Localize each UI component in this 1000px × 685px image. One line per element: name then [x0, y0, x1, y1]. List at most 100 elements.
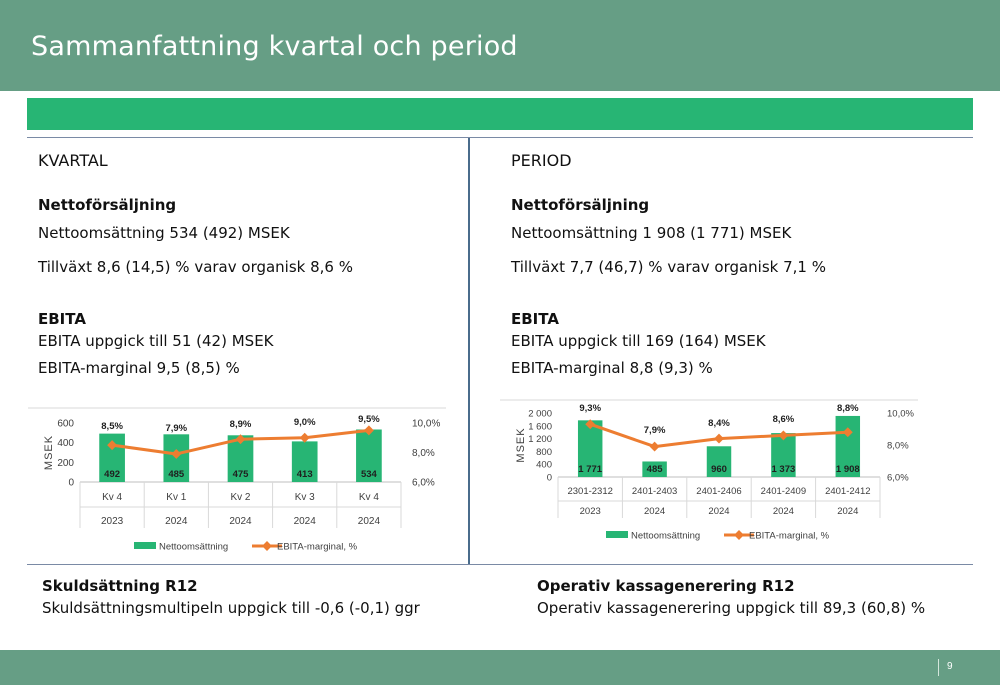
- margin-point: [842, 427, 853, 438]
- margin-value-label: 9,3%: [579, 403, 601, 414]
- margin-value-label: 8,5%: [101, 421, 123, 432]
- margin-value-label: 7,9%: [165, 423, 187, 434]
- period-sales-heading: Nettoförsäljning: [511, 196, 650, 214]
- period-sales-line-1: Nettoomsättning 1 908 (1 771) MSEK: [511, 224, 792, 242]
- bar-value-label: 1 771: [578, 464, 602, 475]
- margin-value-label: 8,9%: [230, 419, 252, 430]
- y-tick-label: 400: [57, 438, 74, 449]
- y2-tick-label: 10,0%: [887, 409, 914, 420]
- quarter-sales-line-2: Tillväxt 8,6 (14,5) % varav organisk 8,6…: [38, 258, 353, 276]
- accent-band: [27, 98, 973, 130]
- margin-value-label: 8,6%: [773, 414, 795, 425]
- y2-tick-label: 8,0%: [412, 448, 435, 459]
- quarter-chart: MSEK 0 200 400 600 6,0% 8,0% 10,0% 492 Kv 4 2023 48…: [28, 407, 446, 553]
- margin-value-label: 7,9%: [644, 425, 666, 436]
- y-tick-label: 400: [536, 460, 552, 471]
- margin-value-label: 9,0%: [294, 417, 316, 428]
- x-year-label: 2023: [580, 506, 601, 517]
- header-bar: Sammanfattning kvartal och period: [0, 0, 1000, 91]
- period-ebita-heading: EBITA: [511, 310, 559, 328]
- margin-value-label: 8,8%: [837, 403, 859, 414]
- y2-tick-label: 6,0%: [412, 478, 435, 489]
- footer-bar: 9: [0, 650, 1000, 685]
- margin-value-label: 8,4%: [708, 418, 730, 429]
- y-tick-label: 800: [536, 447, 552, 458]
- cash-heading: Operativ kassagenerering R12: [537, 577, 795, 595]
- y-tick-label: 600: [57, 419, 74, 430]
- y2-tick-label: 8,0%: [887, 441, 909, 452]
- divider-top: [27, 137, 973, 138]
- bar: [835, 415, 861, 477]
- margin-point: [171, 449, 182, 459]
- x-tick-label: 2301-2312: [567, 486, 612, 497]
- bar-value-label: 475: [233, 469, 250, 480]
- y-tick-label: 1 200: [528, 434, 552, 445]
- bar-value-label: 1 373: [772, 464, 796, 475]
- x-year-label: 2024: [837, 506, 858, 517]
- x-year-label: 2024: [773, 506, 794, 517]
- margin-point: [235, 434, 246, 445]
- bar-value-label: 413: [297, 469, 313, 480]
- debt-text: Skuldsättningsmultipeln uppgick till -0,…: [42, 599, 420, 617]
- x-tick-label: 2401-2403: [632, 486, 677, 497]
- y-axis-title: MSEK: [43, 435, 55, 470]
- bar: [356, 429, 382, 482]
- bar-value-label: 1 908: [836, 464, 860, 475]
- debt-heading: Skuldsättning R12: [42, 577, 198, 595]
- y-tick-label: 1 600: [528, 421, 552, 432]
- x-tick-label: 2401-2406: [696, 486, 741, 497]
- divider-vertical: [468, 138, 470, 564]
- legend-bar-swatch: [134, 542, 156, 549]
- quarter-ebita-heading: EBITA: [38, 310, 86, 328]
- y-tick-label: 0: [68, 478, 74, 489]
- period-ebita-line-2: EBITA-marginal 8,8 (9,3) %: [511, 359, 713, 377]
- bar: [577, 420, 603, 477]
- legend-line-label: EBITA-marginal, %: [749, 531, 830, 542]
- x-tick-label: 2401-2409: [761, 486, 806, 497]
- x-year-label: 2024: [229, 516, 252, 527]
- bar-value-label: 485: [168, 469, 185, 480]
- legend-line-marker: [734, 530, 744, 540]
- x-tick-label: 2401-2412: [825, 486, 870, 497]
- bar-value-label: 492: [104, 469, 120, 480]
- legend-bar-label: Nettoomsättning: [631, 531, 700, 542]
- margin-value-label: 9,5%: [358, 414, 380, 425]
- quarter-ebita-line-1: EBITA uppgick till 51 (42) MSEK: [38, 332, 274, 350]
- y-tick-label: 0: [547, 473, 552, 484]
- x-year-label: 2024: [294, 516, 317, 527]
- margin-point: [714, 433, 724, 444]
- divider-bottom: [27, 564, 973, 565]
- x-tick-label: Kv 4: [359, 492, 379, 503]
- x-year-label: 2024: [165, 516, 188, 527]
- quarter-heading: KVARTAL: [38, 151, 108, 170]
- bar: [706, 446, 732, 477]
- x-tick-label: Kv 3: [295, 492, 315, 503]
- debt-block: Skuldsättning R12 Skuldsättningsmultipel…: [42, 577, 420, 617]
- x-tick-label: Kv 1: [166, 492, 186, 503]
- margin-point: [649, 441, 660, 452]
- bar: [771, 433, 796, 477]
- cash-block: Operativ kassagenerering R12 Operativ ka…: [537, 577, 925, 617]
- y2-tick-label: 10,0%: [412, 419, 440, 430]
- page-number: 9: [947, 661, 953, 672]
- x-year-label: 2024: [644, 506, 665, 517]
- bar-value-label: 534: [361, 469, 378, 480]
- slide-title: Sammanfattning kvartal och period: [31, 31, 518, 62]
- x-tick-label: Kv 4: [102, 492, 122, 503]
- y-tick-label: 2 000: [528, 409, 552, 420]
- x-year-label: 2023: [101, 516, 124, 527]
- legend-bar-label: Nettoomsättning: [159, 542, 228, 553]
- margin-point: [299, 432, 310, 443]
- quarter-ebita-line-2: EBITA-marginal 9,5 (8,5) %: [38, 359, 240, 377]
- x-year-label: 2024: [708, 506, 729, 517]
- x-tick-label: Kv 2: [230, 492, 250, 503]
- period-sales-line-2: Tillväxt 7,7 (46,7) % varav organisk 7,1…: [511, 258, 826, 276]
- legend-line-marker: [262, 541, 272, 551]
- bar-value-label: 485: [647, 464, 664, 475]
- x-year-label: 2024: [358, 516, 381, 527]
- cash-text: Operativ kassagenerering uppgick till 89…: [537, 599, 926, 617]
- quarter-sales-line-1: Nettoomsättning 534 (492) MSEK: [38, 224, 290, 242]
- bar: [291, 441, 318, 482]
- period-heading: PERIOD: [511, 151, 572, 170]
